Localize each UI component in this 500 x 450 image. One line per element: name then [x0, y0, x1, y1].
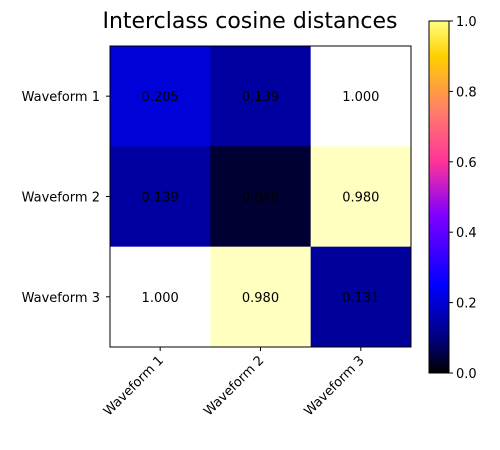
- colorbar-tick-label: 0.4: [456, 226, 477, 241]
- heatmap-cell: [210, 46, 312, 147]
- colorbar-tick-label: 0.2: [456, 297, 477, 312]
- heatmap-cell: [110, 246, 211, 348]
- cell-value-label: 0.131: [342, 291, 379, 306]
- colorbar-tick-label: 0.0: [456, 367, 477, 382]
- heatmap-cell: [310, 146, 412, 248]
- heatmap-cell: [210, 146, 312, 248]
- y-tick-label: Waveform 1: [22, 90, 100, 105]
- colorbar-tick-label: 0.6: [456, 156, 477, 171]
- colorbar-tick-label: 0.8: [456, 85, 477, 100]
- heatmap-cell: [310, 46, 412, 147]
- heatmap-cell-labels: 0.205 0.139 1.000 0.139 0.040 0.980 1.000 0.980…: [142, 90, 380, 306]
- colorbar-tick-label: 1.0: [456, 15, 477, 30]
- cell-value-label: 1.000: [142, 291, 179, 306]
- x-axis: Waveform 1 Waveform 2 Waveform 3: [101, 346, 368, 419]
- cell-value-label: 0.205: [142, 90, 179, 105]
- colorbar-gradient: [428, 20, 450, 374]
- heatmap-cell: [110, 46, 211, 147]
- y-tick-label: Waveform 2: [22, 190, 100, 205]
- heatmap-cells: [110, 46, 412, 348]
- y-axis: Waveform 1 Waveform 2 Waveform 3: [22, 90, 110, 306]
- colorbar-ticks: 0.0 0.2 0.4 0.6 0.8 1.0: [449, 15, 477, 382]
- y-tick-label: Waveform 3: [22, 291, 100, 306]
- cell-value-label: 1.000: [342, 90, 379, 105]
- cell-value-label: 0.980: [342, 190, 379, 205]
- x-tick-label: Waveform 2: [201, 353, 267, 419]
- cell-value-label: 0.040: [242, 190, 279, 205]
- cell-value-label: 0.139: [142, 190, 179, 205]
- x-tick-label: Waveform 3: [302, 353, 368, 419]
- heatmap-cell: [210, 246, 312, 348]
- cell-value-label: 0.980: [242, 291, 279, 306]
- heatmap-cell: [110, 146, 211, 248]
- chart-title: Interclass cosine distances: [102, 9, 397, 34]
- x-tick-label: Waveform 1: [101, 353, 167, 419]
- colorbar: 0.0 0.2 0.4 0.6 0.8 1.0: [428, 15, 477, 382]
- heatmap-cell: [310, 246, 412, 348]
- cell-value-label: 0.139: [242, 90, 279, 105]
